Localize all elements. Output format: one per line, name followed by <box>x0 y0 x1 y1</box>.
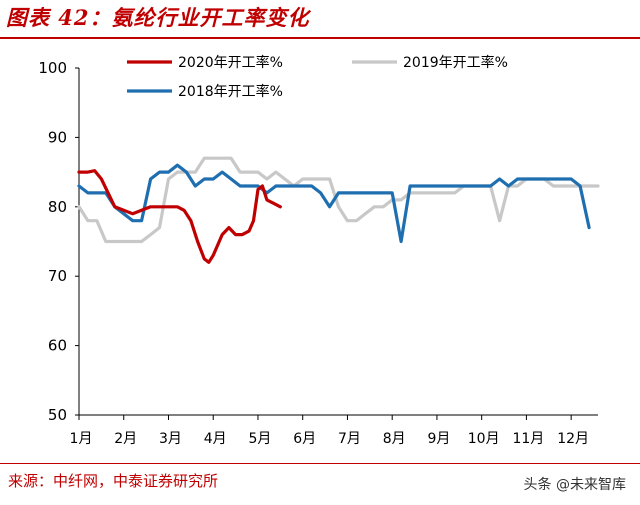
y-tick-label: 90 <box>48 128 67 146</box>
legend: 2019年开工率% 2018年开工率% 2020年开工率% <box>127 54 508 100</box>
y-tick-label: 80 <box>48 198 67 216</box>
y-tick-label: 70 <box>48 267 67 285</box>
series-line-2 <box>77 169 282 264</box>
x-tick-label: 12月 <box>557 431 589 447</box>
x-tick-label: 2月 <box>114 431 137 447</box>
x-tick-label: 11月 <box>512 431 544 447</box>
series-line-0 <box>77 156 600 244</box>
title-divider <box>0 37 640 39</box>
axes-group: 50 60 70 80 90 100 1月 2月 3月 4月 5月 6月 7月 8月 9月 10月 11月 12月 <box>38 59 598 447</box>
legend-label: 2019年开工率% <box>403 54 508 71</box>
x-tick-label: 6月 <box>293 431 316 447</box>
source-note: 来源：中纤网，中泰证券研究所 <box>8 472 219 490</box>
chart-title: 图表 42：氨纶行业开工率变化 <box>6 5 310 30</box>
x-tick-label: 8月 <box>383 431 406 447</box>
y-tick-label: 50 <box>48 406 67 424</box>
series-line-1 <box>77 163 591 244</box>
x-tick-label: 9月 <box>427 431 450 447</box>
x-tick-label: 7月 <box>338 431 361 447</box>
x-tick-label: 1月 <box>70 431 93 447</box>
series-group <box>77 156 600 264</box>
x-tick-label: 5月 <box>249 431 272 447</box>
legend-label: 2018年开工率% <box>178 83 283 100</box>
x-tick-label: 10月 <box>468 431 500 447</box>
source-divider <box>0 463 640 464</box>
legend-label: 2020年开工率% <box>178 54 283 71</box>
x-tick-label: 3月 <box>159 431 182 447</box>
y-tick-label: 100 <box>38 59 67 77</box>
watermark: 头条 @未来智库 <box>523 477 626 493</box>
y-tick-label: 60 <box>48 337 67 355</box>
x-tick-label: 4月 <box>204 431 227 447</box>
